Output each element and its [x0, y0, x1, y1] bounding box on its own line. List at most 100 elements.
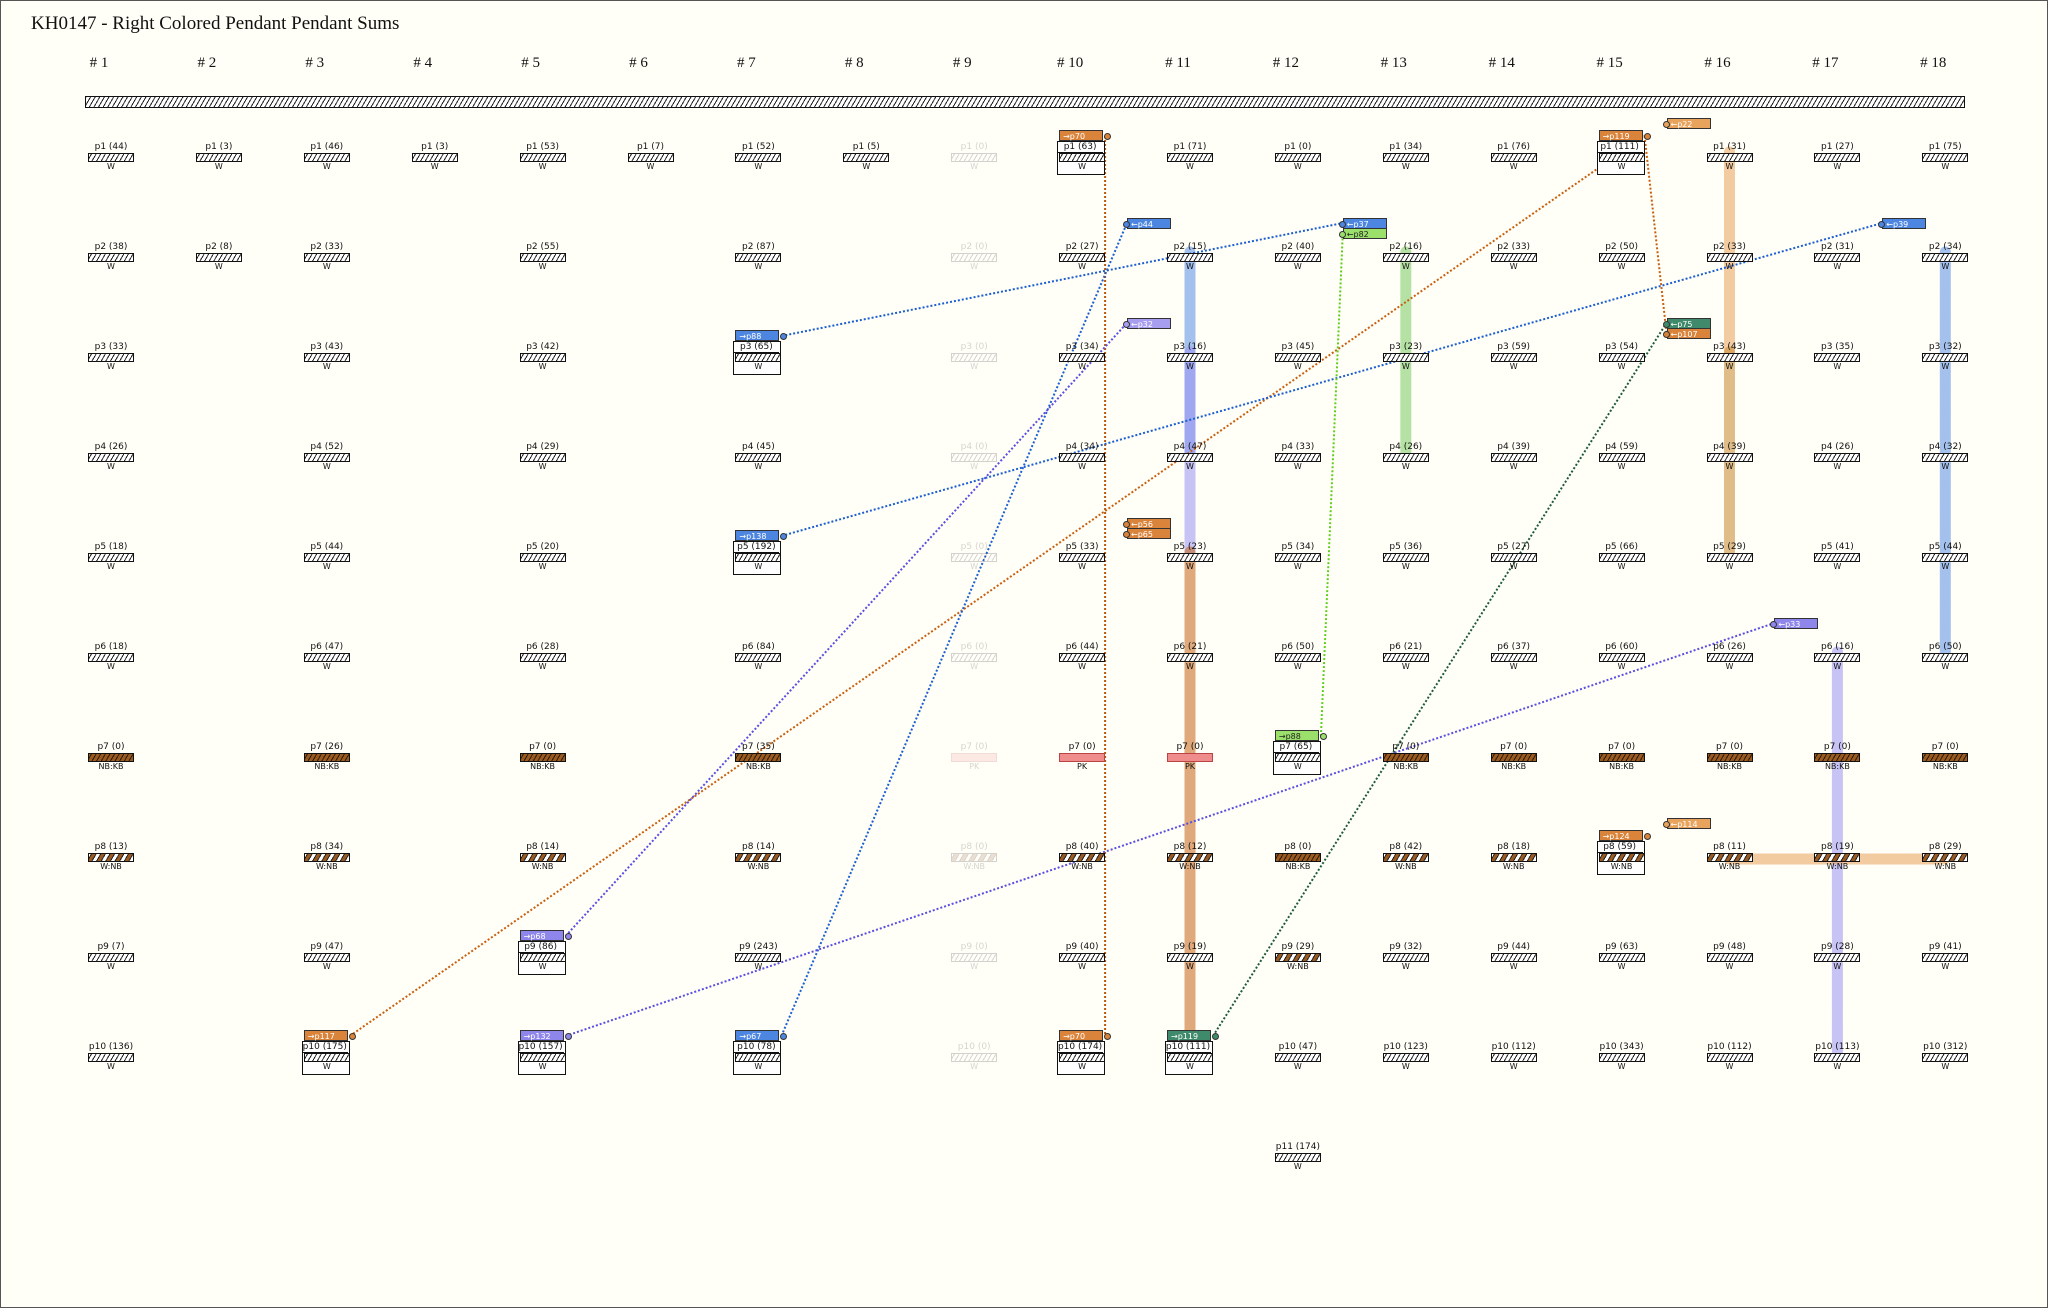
pendant[interactable]: p9 (48) W: [1705, 942, 1755, 972]
pendant[interactable]: p6 (60) W: [1597, 642, 1647, 672]
pendant[interactable]: p5 (36) W: [1381, 542, 1431, 572]
pendant[interactable]: p6 (28) W: [518, 642, 568, 672]
pendant[interactable]: p8 (18) W:NB: [1489, 842, 1539, 872]
pendant[interactable]: p9 (28) W: [1812, 942, 1862, 972]
pendant[interactable]: p9 (7) W: [86, 942, 136, 972]
pendant[interactable]: p9 (40) W: [1057, 942, 1107, 972]
pendant[interactable]: p7 (0) NB:KB: [518, 742, 568, 772]
pendant[interactable]: p2 (0) W: [949, 242, 999, 272]
pendant[interactable]: p7 (0) NB:KB: [1489, 742, 1539, 772]
pendant[interactable]: p5 (18) W: [86, 542, 136, 572]
pendant[interactable]: p1 (5) W: [841, 142, 891, 172]
pendant[interactable]: p8 (40) W:NB: [1057, 842, 1107, 872]
pendant[interactable]: p4 (39) W: [1705, 442, 1755, 472]
pendant[interactable]: p6 (47) W: [302, 642, 352, 672]
pendant[interactable]: p5 (34) W: [1273, 542, 1323, 572]
link-tag[interactable]: ←p39: [1878, 218, 1927, 229]
pendant[interactable]: p4 (32) W: [1920, 442, 1970, 472]
pendant[interactable]: p6 (37) W: [1489, 642, 1539, 672]
pendant[interactable]: p2 (38) W: [86, 242, 136, 272]
pendant[interactable]: p10 (112) W: [1489, 1042, 1539, 1072]
pendant[interactable]: p7 (0) NB:KB: [1920, 742, 1970, 772]
pendant[interactable]: p1 (31) W: [1705, 142, 1755, 172]
pendant[interactable]: p3 (35) W: [1812, 342, 1862, 372]
pendant[interactable]: p7 (35) NB:KB: [733, 742, 783, 772]
link-tag[interactable]: →p138: [735, 530, 788, 541]
pendant[interactable]: p10 (0) W: [949, 1042, 999, 1072]
pendant[interactable]: p2 (16) W: [1381, 242, 1431, 272]
pendant[interactable]: p8 (59) W:NB: [1596, 841, 1647, 875]
pendant[interactable]: p5 (192) W: [733, 541, 783, 575]
pendant[interactable]: p1 (0) W: [949, 142, 999, 172]
link-tag[interactable]: →p70: [1059, 130, 1112, 141]
pendant[interactable]: p3 (16) W: [1165, 342, 1215, 372]
pendant[interactable]: p1 (44) W: [86, 142, 136, 172]
pendant[interactable]: p10 (174) W: [1057, 1041, 1107, 1075]
pendant[interactable]: p10 (112) W: [1705, 1042, 1755, 1072]
pendant[interactable]: p8 (34) W:NB: [302, 842, 352, 872]
link-tag[interactable]: →p88: [735, 330, 788, 341]
pendant[interactable]: p4 (29) W: [518, 442, 568, 472]
link-tag[interactable]: ←p44: [1123, 218, 1171, 229]
pendant[interactable]: p9 (41) W: [1920, 942, 1970, 972]
pendant[interactable]: p7 (0) NB:KB: [1381, 742, 1431, 772]
pendant[interactable]: p10 (78) W: [733, 1041, 783, 1075]
pendant[interactable]: p7 (0) NB:KB: [1597, 742, 1647, 772]
pendant[interactable]: p5 (44) W: [1920, 542, 1970, 572]
pendant[interactable]: p5 (44) W: [302, 542, 352, 572]
pendant[interactable]: p4 (26) W: [1381, 442, 1431, 472]
link-tag[interactable]: ←p65: [1123, 528, 1171, 539]
pendant[interactable]: p3 (45) W: [1273, 342, 1323, 372]
pendant[interactable]: p7 (65) W: [1272, 741, 1323, 775]
link-tag[interactable]: →p67: [735, 1030, 788, 1041]
pendant[interactable]: p9 (86) W: [517, 941, 568, 975]
pendant[interactable]: p3 (32) W: [1920, 342, 1970, 372]
link-tag[interactable]: →p119: [1167, 1030, 1219, 1041]
pendant[interactable]: p4 (52) W: [302, 442, 352, 472]
pendant[interactable]: p5 (66) W: [1597, 542, 1647, 572]
pendant[interactable]: p6 (21) W: [1381, 642, 1431, 672]
link-tag[interactable]: →p88: [1274, 730, 1327, 741]
pendant[interactable]: p5 (23) W: [1165, 542, 1215, 572]
link-tag[interactable]: →p132: [519, 1030, 572, 1041]
pendant[interactable]: p2 (33) W: [1489, 242, 1539, 272]
pendant[interactable]: p7 (0) PK: [1165, 742, 1215, 772]
pendant[interactable]: p7 (26) NB:KB: [302, 742, 352, 772]
pendant[interactable]: p7 (0) PK: [1057, 742, 1107, 772]
pendant[interactable]: p11 (174) W: [1273, 1142, 1323, 1172]
pendant[interactable]: p7 (0) PK: [949, 742, 999, 772]
pendant[interactable]: p1 (53) W: [518, 142, 568, 172]
pendant[interactable]: p2 (8) W: [194, 242, 244, 272]
link-tag[interactable]: →p117: [303, 1030, 356, 1041]
pendant[interactable]: p3 (59) W: [1489, 342, 1539, 372]
pendant[interactable]: p1 (0) W: [1273, 142, 1323, 172]
pendant[interactable]: p10 (136) W: [86, 1042, 136, 1072]
pendant[interactable]: p3 (33) W: [86, 342, 136, 372]
pendant[interactable]: p1 (46) W: [302, 142, 352, 172]
pendant[interactable]: p6 (21) W: [1165, 642, 1215, 672]
link-tag[interactable]: →p119: [1598, 130, 1651, 141]
pendant[interactable]: p4 (45) W: [733, 442, 783, 472]
pendant[interactable]: p10 (111) W: [1165, 1041, 1215, 1075]
pendant[interactable]: p1 (111) W: [1596, 141, 1647, 175]
pendant[interactable]: p5 (0) W: [949, 542, 999, 572]
pendant[interactable]: p1 (52) W: [733, 142, 783, 172]
pendant[interactable]: p10 (157) W: [517, 1041, 568, 1075]
pendant[interactable]: p9 (29) W:NB: [1273, 942, 1323, 972]
pendant[interactable]: p1 (7) W: [626, 142, 676, 172]
pendant[interactable]: p8 (42) W:NB: [1381, 842, 1431, 872]
pendant[interactable]: p3 (23) W: [1381, 342, 1431, 372]
pendant[interactable]: p8 (19) W:NB: [1812, 842, 1862, 872]
link-tag[interactable]: →p68: [519, 930, 572, 941]
pendant[interactable]: p9 (19) W: [1165, 942, 1215, 972]
pendant[interactable]: p6 (50) W: [1920, 642, 1970, 672]
pendant[interactable]: p1 (71) W: [1165, 142, 1215, 172]
pendant[interactable]: p5 (20) W: [518, 542, 568, 572]
pendant[interactable]: p3 (43) W: [1705, 342, 1755, 372]
pendant[interactable]: p8 (14) W:NB: [733, 842, 783, 872]
pendant[interactable]: p1 (63) W: [1057, 141, 1107, 175]
pendant[interactable]: p2 (31) W: [1812, 242, 1862, 272]
pendant[interactable]: p6 (44) W: [1057, 642, 1107, 672]
pendant[interactable]: p7 (0) NB:KB: [1705, 742, 1755, 772]
pendant[interactable]: p5 (41) W: [1812, 542, 1862, 572]
